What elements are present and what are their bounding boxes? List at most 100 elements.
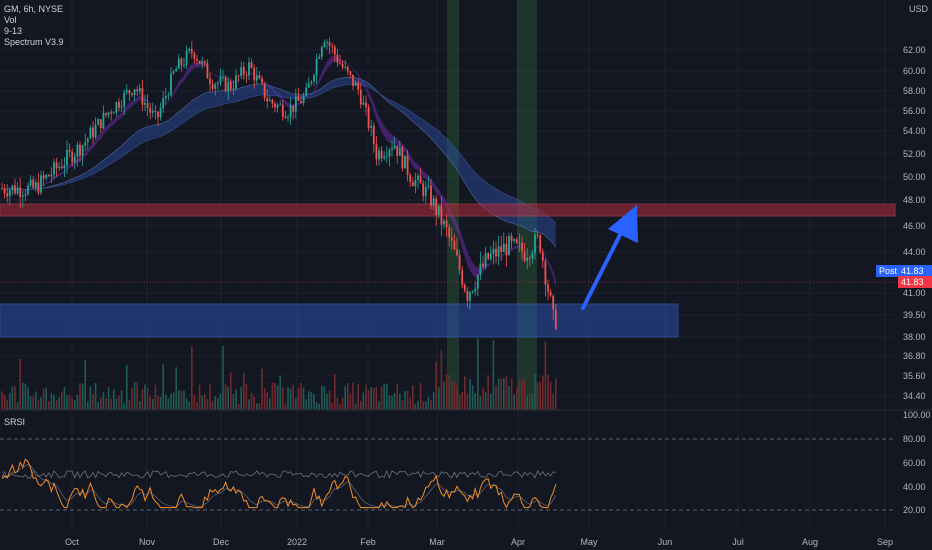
volume-bar	[68, 394, 71, 410]
volume-bar	[529, 393, 531, 410]
volume-bar	[549, 381, 552, 410]
candle-body	[289, 105, 292, 118]
currency-label[interactable]: USD	[908, 4, 928, 14]
candle-body	[14, 185, 16, 194]
volume-bar	[440, 350, 443, 410]
candle-body	[50, 174, 53, 177]
volume-bar	[245, 384, 248, 410]
volume-bar	[552, 393, 554, 410]
candle-body	[471, 291, 474, 293]
candle-body	[73, 156, 76, 163]
candle-body	[510, 235, 513, 241]
volume-bar	[492, 340, 495, 410]
candle-body	[307, 83, 310, 88]
volume-bar	[339, 403, 341, 410]
volume-bar	[120, 390, 123, 410]
candle-body	[526, 257, 529, 261]
candle-body	[45, 174, 48, 179]
volume-bar	[279, 375, 281, 410]
candle-body	[253, 67, 256, 81]
volume-bar	[354, 403, 357, 410]
srsi-axis[interactable]: 100.00 80.00 60.00 40.00 20.00	[903, 410, 931, 515]
candle-body	[159, 108, 162, 118]
candle-body	[183, 64, 185, 66]
price-axis[interactable]: 62.00 60.00 58.00 56.00 54.00 52.00 50.00 48.00…	[903, 45, 926, 401]
candle-body	[417, 175, 419, 181]
volume-bar	[123, 403, 125, 410]
candle-body	[177, 58, 180, 69]
volume-bar	[399, 393, 401, 410]
volume-bar	[531, 393, 534, 410]
candle-body	[430, 185, 432, 206]
candle-body	[84, 142, 87, 146]
candle-body	[513, 239, 516, 241]
candle-body	[326, 42, 328, 43]
volume-bar	[248, 399, 250, 410]
volume-bar	[297, 387, 300, 410]
candle-body	[19, 187, 22, 197]
candle-body	[453, 240, 456, 250]
volume-bar	[344, 386, 346, 410]
candle-body	[380, 150, 383, 159]
candle-body	[24, 194, 27, 196]
candle-body	[445, 220, 448, 228]
candle-body	[305, 87, 308, 96]
volume-bar	[516, 388, 518, 410]
candle-body	[55, 162, 58, 169]
time-axis[interactable]: Oct Nov Dec 2022 Feb Mar Apr May Jun Jul Aug Sep	[65, 537, 893, 547]
arrow-shaft	[581, 223, 627, 310]
candle-body	[320, 46, 323, 57]
candle-body	[261, 78, 263, 83]
volume-bar	[323, 386, 326, 410]
legend-ema[interactable]: 9-13	[4, 26, 23, 36]
srsi-legend[interactable]: SRSI	[4, 417, 26, 427]
ema-line	[1, 76, 557, 248]
legend-spectrum[interactable]: Spectrum V3.9	[4, 37, 64, 47]
candle-body	[224, 76, 227, 92]
volume-bar	[466, 393, 469, 410]
candle-body	[32, 179, 35, 188]
volume-bar	[503, 378, 505, 410]
volume-bar	[237, 403, 240, 410]
legend-symbol[interactable]: GM, 6h, NYSE	[4, 4, 64, 14]
price-tick-label: 48.00	[903, 195, 926, 205]
legend-volume[interactable]: Vol	[4, 15, 17, 25]
candle-body	[266, 97, 269, 102]
candle-body	[479, 263, 482, 276]
volume-bar	[133, 382, 136, 410]
price-tick-label: 58.00	[903, 86, 926, 96]
candle-body	[40, 175, 42, 193]
volume-bar	[456, 385, 458, 410]
candle-body	[349, 71, 352, 75]
volume-bar	[393, 392, 396, 410]
volume-bar	[48, 401, 50, 410]
candle-body	[398, 147, 401, 156]
volume-bar	[53, 394, 55, 410]
price-tick-label: 46.00	[903, 221, 926, 231]
volume-bar	[451, 380, 453, 410]
volume-bar	[438, 387, 440, 410]
candle-body	[534, 234, 536, 254]
volume-bar	[110, 398, 112, 410]
volume-bar	[310, 391, 313, 410]
srsi-k-line	[1, 458, 557, 509]
candle-body	[450, 237, 453, 241]
volume-bar	[513, 394, 515, 410]
candle-body	[411, 182, 414, 187]
volume-bar	[201, 395, 203, 410]
volume-bar	[172, 392, 175, 410]
volume-bar	[526, 395, 528, 410]
candle-body	[495, 248, 497, 257]
candle-body	[154, 110, 157, 112]
volume-bar	[146, 388, 149, 410]
candle-body	[63, 165, 66, 169]
volume-bar	[341, 397, 344, 410]
candle-body	[193, 53, 196, 59]
volume-bar	[292, 384, 294, 410]
volume-bar	[144, 384, 146, 410]
candle-body	[222, 76, 224, 78]
projection-arrow	[581, 205, 638, 310]
volume-bar	[425, 401, 427, 410]
